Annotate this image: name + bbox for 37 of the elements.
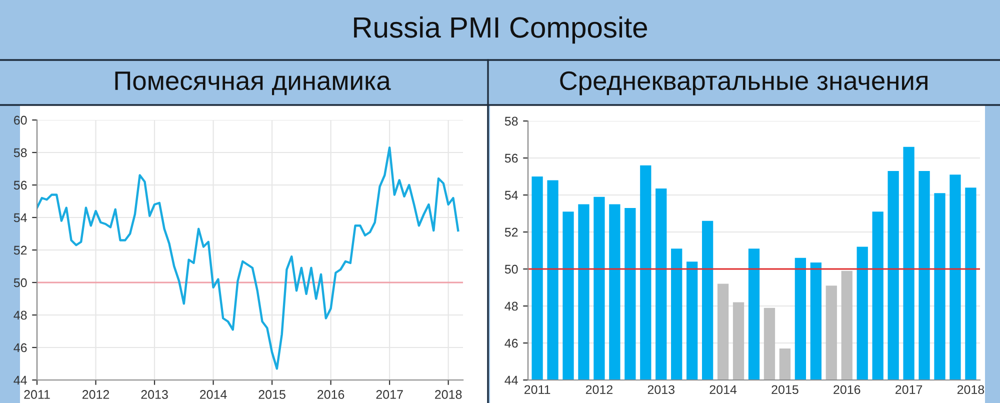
x-tick-label: 2018 (957, 385, 984, 394)
x-tick-label: 2012 (82, 390, 110, 399)
y-tick-label: 56 (504, 154, 518, 163)
y-tick-label: 46 (14, 343, 27, 352)
x-tick-label: 2015 (258, 390, 286, 399)
x-tick-label: 2014 (200, 390, 227, 399)
y-tick-label: 58 (504, 116, 518, 126)
y-tick-label: 56 (14, 180, 27, 190)
chart-subtitle: Помесячная динамика (115, 72, 391, 96)
y-tick-label: 52 (14, 246, 27, 255)
y-tick-label: 44 (14, 376, 27, 385)
y-tick-label: 48 (504, 302, 518, 311)
line-series (37, 146, 460, 370)
x-tick-label: 2018 (435, 390, 462, 399)
chart-title: Russia PMI Composite (354, 16, 648, 44)
x-tick-label: 2012 (586, 385, 612, 394)
y-tick-label: 44 (504, 376, 518, 385)
x-tick-label: 2017 (896, 385, 922, 394)
y-tick-label: 50 (14, 278, 27, 288)
y-tick-label: 52 (504, 228, 518, 237)
x-tick-label: 2016 (834, 385, 860, 394)
y-tick-label: 60 (14, 116, 27, 125)
y-tick-label: 46 (504, 338, 518, 348)
x-tick-label: 2013 (141, 390, 168, 399)
x-tick-label: 2013 (648, 385, 674, 394)
x-tick-label: 2014 (710, 385, 737, 394)
x-tick-label: 2015 (772, 385, 798, 394)
y-tick-label: 50 (504, 264, 518, 274)
y-tick-label: 48 (14, 310, 27, 320)
y-tick-label: 58 (14, 148, 27, 158)
x-tick-label: 2011 (24, 390, 50, 399)
y-tick-label: 54 (14, 213, 27, 222)
y-tick-label: 54 (504, 190, 518, 200)
x-tick-label: 2016 (318, 390, 344, 399)
chart-subtitle: Среднеквартальные значения (560, 71, 928, 96)
x-tick-label: 2017 (376, 390, 403, 399)
x-tick-label: 2011 (524, 385, 550, 394)
